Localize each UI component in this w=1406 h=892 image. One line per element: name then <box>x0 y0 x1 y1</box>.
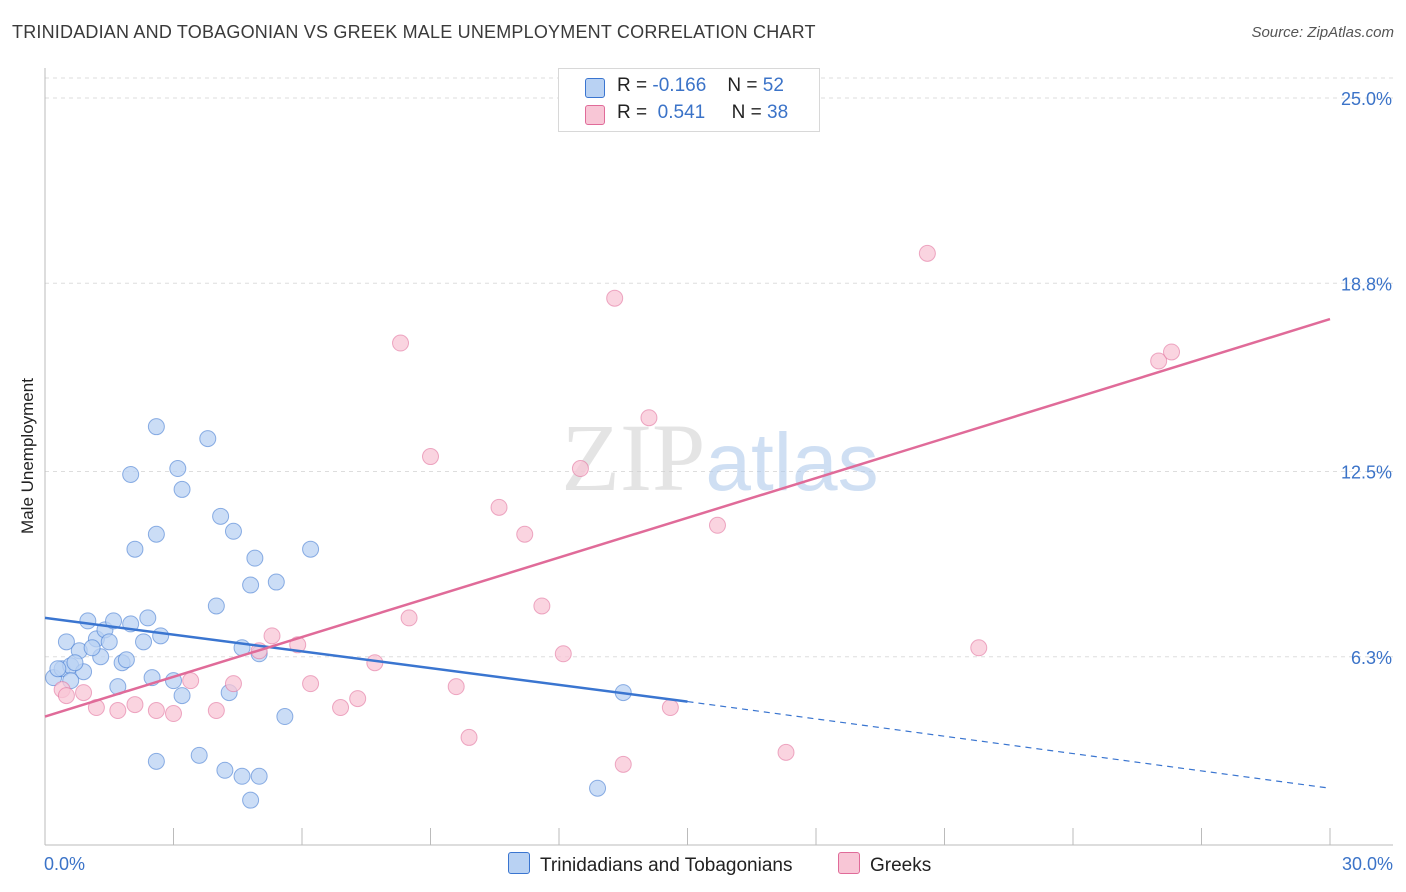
point-greek <box>533 597 551 615</box>
point-trinidadian <box>250 767 268 785</box>
point-greek <box>182 672 200 690</box>
legend-swatch-blue <box>508 852 530 874</box>
point-trinidadian <box>207 597 225 615</box>
point-trinidadian <box>242 576 260 594</box>
point-greek <box>126 696 144 714</box>
x-tick-label: 30.0% <box>1342 854 1393 874</box>
point-greek <box>263 627 281 645</box>
point-greek <box>392 334 410 352</box>
point-greek <box>422 448 439 466</box>
legend-label-trinidadians: Trinidadians and Tobagonians <box>540 855 793 876</box>
point-greek <box>1150 352 1168 370</box>
point-trinidadian <box>169 460 187 478</box>
point-greek <box>400 609 418 627</box>
point-greek <box>460 728 478 746</box>
trend-line-extension <box>687 700 1331 789</box>
legend-row-text: R = 0.541 N = 38 <box>617 102 789 123</box>
point-greek <box>614 755 632 773</box>
point-trinidadian <box>173 480 191 498</box>
point-greek <box>571 460 589 478</box>
n-value-blue: 52 <box>762 75 784 96</box>
tick-labels: 6.3% 12.5% 18.8% 25.0% 0.0% 30.0% <box>44 89 1393 874</box>
point-greek <box>970 639 988 657</box>
point-greek <box>147 702 165 720</box>
point-trinidadian <box>57 633 75 651</box>
gridlines <box>45 77 1393 658</box>
point-trinidadian <box>79 612 97 630</box>
point-trinidadian <box>224 522 242 540</box>
point-trinidadian <box>233 767 251 785</box>
point-trinidadian <box>589 779 607 797</box>
point-trinidadian <box>216 761 234 779</box>
r-value-blue: -0.166 <box>652 75 707 96</box>
point-greek <box>109 702 127 720</box>
y-tick-label: 25.0% <box>1341 89 1392 109</box>
point-greek <box>447 678 465 696</box>
watermark: ZIPatlas <box>561 404 878 511</box>
point-trinidadian <box>100 633 118 651</box>
point-trinidadian <box>147 752 165 770</box>
point-trinidadian <box>135 633 153 651</box>
x-tick-label: 0.0% <box>44 854 85 874</box>
data-points <box>45 244 1181 809</box>
point-trinidadian <box>66 654 84 672</box>
point-greek <box>777 743 795 761</box>
point-trinidadian <box>190 746 208 764</box>
legend-swatch-pink <box>838 852 860 874</box>
point-greek <box>661 699 679 717</box>
point-trinidadian <box>302 540 320 558</box>
legend-swatch-blue <box>585 78 605 98</box>
point-greek <box>75 684 93 702</box>
legend-item-greeks: Greeks <box>838 852 931 877</box>
point-greek <box>224 675 242 693</box>
point-greek <box>332 699 350 717</box>
point-trinidadian <box>152 627 170 645</box>
point-trinidadian <box>126 540 144 558</box>
trend-lines <box>44 317 1331 789</box>
point-trinidadian <box>147 525 165 543</box>
legend-item-trinidadians: Trinidadians and Tobagonians <box>508 852 792 877</box>
point-greek <box>490 498 508 516</box>
point-greek <box>640 409 658 427</box>
point-greek <box>606 289 624 307</box>
point-trinidadian <box>139 609 157 627</box>
point-greek <box>1163 343 1181 361</box>
point-greek <box>165 705 182 723</box>
point-trinidadian <box>83 639 101 657</box>
legend-swatch-pink <box>585 105 605 125</box>
point-trinidadian <box>122 465 140 483</box>
point-greek <box>349 690 367 708</box>
point-trinidadian <box>246 549 264 567</box>
point-greek <box>708 516 726 534</box>
point-trinidadian <box>267 573 285 591</box>
point-greek <box>516 525 534 543</box>
point-trinidadian <box>173 687 191 705</box>
n-value-pink: 38 <box>767 102 789 123</box>
point-trinidadian <box>242 791 260 809</box>
point-trinidadian <box>212 507 230 525</box>
r-value-pink: 0.541 <box>657 102 706 123</box>
chart-source: Source: ZipAtlas.com <box>1251 24 1394 41</box>
point-trinidadian <box>105 612 123 630</box>
legend-label-greeks: Greeks <box>870 855 932 876</box>
y-tick-label: 6.3% <box>1351 648 1392 668</box>
point-greek <box>302 675 320 693</box>
y-tick-label: 12.5% <box>1341 463 1392 483</box>
y-tick-label: 18.8% <box>1341 274 1392 294</box>
trend-line-greek <box>44 317 1331 718</box>
point-trinidadian <box>276 708 294 726</box>
point-greek <box>57 687 75 705</box>
point-greek <box>918 244 936 262</box>
point-trinidadian <box>147 418 165 436</box>
trend-line-trinidadian <box>44 616 688 703</box>
point-trinidadian <box>117 651 135 669</box>
legend-row-text: R = -0.166 N = 52 <box>617 75 784 96</box>
point-trinidadian <box>49 660 67 678</box>
point-greek <box>207 702 225 720</box>
point-greek <box>554 645 572 663</box>
point-trinidadian <box>199 430 217 448</box>
chart-title: TRINIDADIAN AND TOBAGONIAN VS GREEK MALE… <box>12 22 816 42</box>
correlation-legend: R = -0.166 N = 52 R = 0.541 N = 38 <box>558 68 820 132</box>
